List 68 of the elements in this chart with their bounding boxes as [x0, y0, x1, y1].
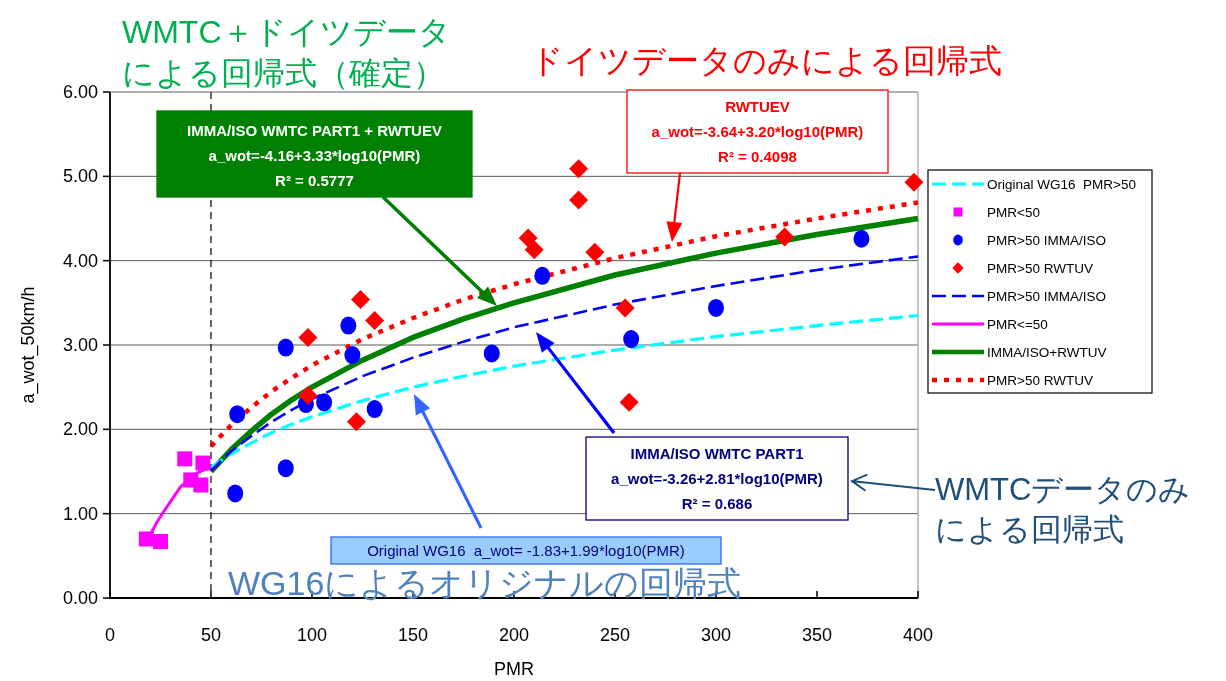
- text: による回帰式（確定）: [122, 55, 445, 91]
- x-tick-label: 0: [104, 625, 116, 645]
- point: [277, 338, 294, 357]
- y-tick-label: 1.00: [62, 503, 98, 524]
- x-tick-label: 400: [902, 625, 934, 645]
- point: [615, 298, 635, 318]
- point: [518, 228, 538, 248]
- legend-label: Original WG16 PMR>50: [987, 177, 1136, 192]
- y-tick-label: 5.00: [62, 166, 98, 187]
- point: [138, 531, 154, 547]
- point: [524, 240, 544, 260]
- point: [623, 330, 640, 349]
- x-tick-label: 100: [296, 625, 328, 645]
- point: [534, 266, 551, 285]
- text: WMTC＋ドイツデータ: [122, 14, 451, 50]
- point: [227, 484, 244, 503]
- annotation: IMMA/ISO WMTC PART1 a_wot=-3.26+2.81*log10(PMR) R² = 0.686: [611, 445, 823, 512]
- point: [569, 190, 589, 210]
- point: [344, 346, 361, 365]
- annotation: IMMA/ISO WMTC PART1 + RWTUEV a_wot=-4.16+3.33*log10(PMR) R² = 0.5777: [187, 122, 442, 189]
- point: [298, 327, 318, 347]
- legend-label: PMR<=50: [987, 317, 1048, 332]
- y-tick-label: 0.00: [62, 588, 98, 608]
- point: [708, 298, 724, 317]
- point: [483, 344, 500, 363]
- x-tick-label: 250: [599, 625, 631, 645]
- point: [619, 392, 639, 412]
- point: [350, 289, 370, 309]
- y-tick-label: 3.00: [62, 335, 98, 355]
- point: [904, 172, 924, 192]
- point: [316, 393, 333, 412]
- legend-label: PMR>50 IMMA/ISO: [987, 233, 1106, 248]
- point: [177, 451, 193, 467]
- point: [775, 227, 795, 247]
- legend-label: IMMA/ISO+RWTUV: [987, 345, 1107, 360]
- annotation: RWTUEV a_wot=-3.64+3.20*log10(PMR) R² = 0.4098: [651, 98, 864, 165]
- y-tick-label: 6.00: [62, 82, 98, 102]
- y-axis-title: a_wot_50km/h: [18, 286, 39, 404]
- point: [340, 316, 357, 335]
- point: [195, 455, 211, 471]
- point: [298, 386, 318, 406]
- x-axis-title: PMR: [494, 659, 534, 679]
- y-tick-label: 4.00: [62, 250, 98, 271]
- point: [366, 400, 383, 419]
- x-tick-label: 150: [397, 625, 429, 645]
- point: [277, 459, 294, 478]
- x-tick-label: 200: [498, 625, 530, 645]
- point: [569, 159, 589, 179]
- annotation: WG16によるオリジナルの回帰式: [228, 564, 742, 602]
- text: WMTCデータのみ: [935, 472, 1191, 507]
- point: [853, 229, 870, 248]
- legend-label: PMR>50 RWTUV: [987, 373, 1093, 388]
- legend-label: PMR<50: [987, 205, 1040, 220]
- annotation: Original WG16 a_wot= -1.83+1.99*log10(PMR): [367, 542, 685, 559]
- point: [346, 412, 366, 432]
- point: [153, 534, 168, 549]
- x-tick-label: 350: [801, 625, 833, 645]
- y-tick-label: 2.00: [62, 419, 98, 440]
- text: ドイツデータのみによる回帰式: [530, 42, 1002, 79]
- point: [585, 242, 605, 262]
- point: [365, 311, 385, 331]
- x-tick-label: 50: [200, 625, 222, 645]
- x-tick-label: 300: [700, 625, 732, 645]
- legend-label: PMR>50 RWTUV: [987, 261, 1093, 276]
- legend-label: PMR>50 IMMA/ISO: [987, 289, 1106, 304]
- point: [193, 477, 209, 493]
- point: [229, 405, 246, 424]
- text: による回帰式: [935, 512, 1124, 547]
